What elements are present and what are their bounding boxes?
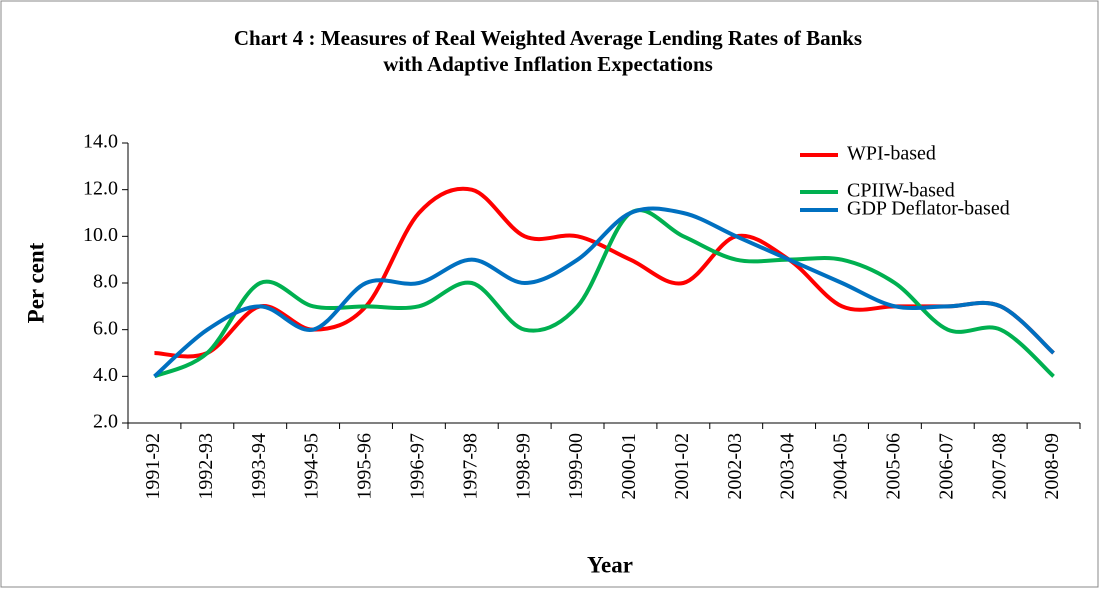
legend-label: CPIIW-based <box>847 180 955 202</box>
series-line <box>153 208 1055 379</box>
x-tick-label: 1993-94 <box>248 433 270 500</box>
chart-subtitle: with Adaptive Inflation Expectations <box>383 52 713 76</box>
legend-label: WPI-based <box>847 143 936 165</box>
x-tick-label: 1994-95 <box>301 433 323 500</box>
x-tick-label: 2001-02 <box>671 433 693 500</box>
x-tick-label: 2003-04 <box>777 433 799 500</box>
x-tick-label: 2008-09 <box>1041 433 1063 500</box>
x-tick-label: 2005-06 <box>882 433 904 500</box>
y-tick-label: 4.0 <box>93 364 118 386</box>
x-tick-label: 2004-05 <box>830 433 852 500</box>
y-tick-label: 8.0 <box>93 271 118 293</box>
y-tick-label: 12.0 <box>83 177 118 199</box>
y-tick-label: 10.0 <box>83 224 118 246</box>
x-tick-label: 1995-96 <box>354 433 376 500</box>
y-tick-label: 6.0 <box>93 317 118 339</box>
y-tick-label: 14.0 <box>83 131 118 153</box>
x-tick-label: 1997-98 <box>459 433 481 500</box>
x-axis-label: Year <box>587 552 633 577</box>
chart-title: Chart 4 : Measures of Real Weighted Aver… <box>234 26 862 50</box>
x-tick-label: 2006-07 <box>935 433 957 500</box>
x-tick-label: 1999-00 <box>565 433 587 500</box>
legend-label: GDP Deflator-based <box>847 198 1010 220</box>
x-tick-label: 1996-97 <box>406 433 428 500</box>
x-tick-label: 2000-01 <box>618 433 640 500</box>
series-line <box>153 206 1055 378</box>
x-tick-label: 2002-03 <box>724 433 746 500</box>
x-tick-label: 1991-92 <box>142 433 164 500</box>
y-tick-label: 2.0 <box>93 411 118 433</box>
y-axis-label: Per cent <box>23 242 48 323</box>
x-tick-label: 2007-08 <box>988 433 1010 500</box>
x-tick-label: 1992-93 <box>195 433 217 500</box>
x-tick-label: 1998-99 <box>512 433 534 500</box>
